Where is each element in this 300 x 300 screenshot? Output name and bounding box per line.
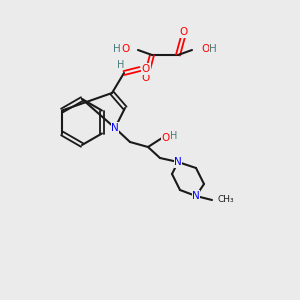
Text: O: O	[142, 64, 150, 74]
Text: CH₃: CH₃	[217, 196, 234, 205]
Text: H: H	[113, 44, 121, 54]
Text: H: H	[209, 44, 217, 54]
Text: O: O	[162, 133, 170, 143]
Text: H: H	[170, 131, 178, 141]
Text: H: H	[117, 60, 125, 70]
Text: N: N	[192, 191, 200, 201]
Text: O: O	[180, 27, 188, 37]
Text: N: N	[174, 157, 182, 167]
Text: O: O	[121, 44, 129, 54]
Text: O: O	[201, 44, 209, 54]
Text: O: O	[142, 73, 150, 83]
Text: N: N	[111, 123, 119, 133]
